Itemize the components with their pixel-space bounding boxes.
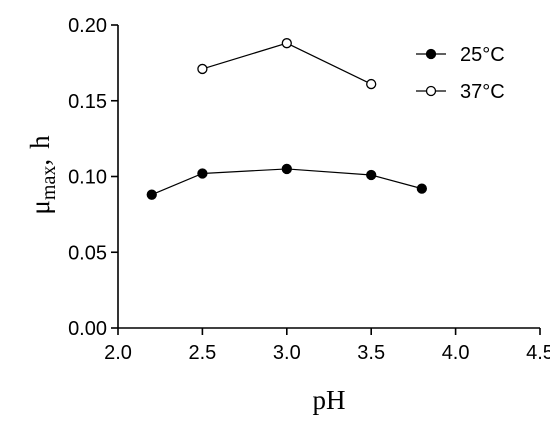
legend-item: 37°C (416, 81, 505, 103)
y-axis-title-unit: h (25, 135, 55, 149)
series-layer (146, 38, 427, 200)
x-tick-label: 2.5 (188, 342, 216, 364)
y-axis-title: μmax, h (25, 135, 60, 215)
y-axis-title-main: μ (25, 200, 55, 214)
x-tick-label: 2.0 (104, 342, 132, 364)
legend: 25°C 37°C (416, 44, 505, 103)
data-point (281, 38, 292, 49)
data-point (366, 78, 377, 90)
axes: 2.0 2.5 3.0 3.5 4.0 4.5 0.00 0.05 0.10 0.15 0.20 (68, 15, 550, 364)
data-point (197, 63, 208, 75)
legend-marker (425, 85, 437, 97)
x-tick-label: 3.0 (273, 342, 301, 364)
y-axis-title-sep: , (25, 159, 55, 166)
y-tick-label: 0.20 (68, 15, 107, 37)
series-2 (197, 38, 377, 90)
x-tick-label: 4.0 (442, 342, 470, 364)
x-tick-label: 4.5 (526, 342, 550, 364)
series-1 (146, 163, 427, 200)
y-axis-title-sub: max (38, 166, 60, 200)
y-tick-label: 0.10 (68, 167, 107, 189)
series-line (202, 42, 372, 85)
data-point (197, 168, 208, 179)
x-axis-title: pH (313, 385, 346, 415)
legend-item: 25°C (416, 44, 505, 66)
legend-marker (425, 48, 437, 60)
y-tick-label: 0.05 (68, 242, 107, 264)
y-tick-label: 0.00 (68, 318, 107, 340)
data-point (366, 169, 377, 181)
y-tick-label: 0.15 (68, 91, 107, 113)
legend-label: 37°C (460, 81, 505, 103)
data-point (281, 163, 292, 175)
data-point (416, 183, 427, 194)
x-tick-label: 3.5 (357, 342, 385, 364)
legend-label: 25°C (460, 44, 505, 66)
data-point (146, 189, 157, 200)
